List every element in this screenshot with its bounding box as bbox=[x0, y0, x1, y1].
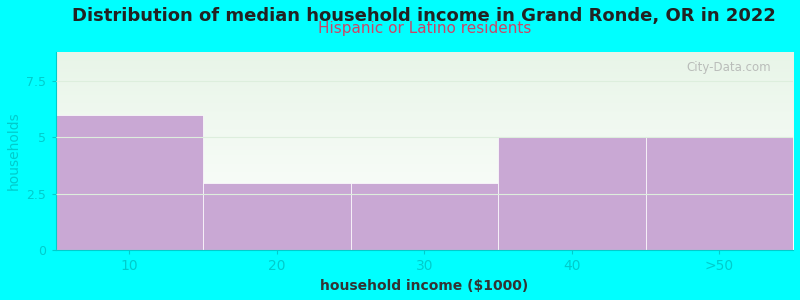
Y-axis label: households: households bbox=[7, 112, 21, 190]
Title: Distribution of median household income in Grand Ronde, OR in 2022: Distribution of median household income … bbox=[72, 7, 776, 25]
Bar bbox=[498, 137, 646, 250]
Text: Hispanic or Latino residents: Hispanic or Latino residents bbox=[318, 21, 531, 36]
Bar bbox=[203, 183, 350, 250]
Bar bbox=[55, 115, 203, 250]
X-axis label: household income ($1000): household income ($1000) bbox=[320, 279, 529, 293]
Text: City-Data.com: City-Data.com bbox=[686, 61, 771, 74]
Bar bbox=[646, 137, 793, 250]
Bar bbox=[350, 183, 498, 250]
